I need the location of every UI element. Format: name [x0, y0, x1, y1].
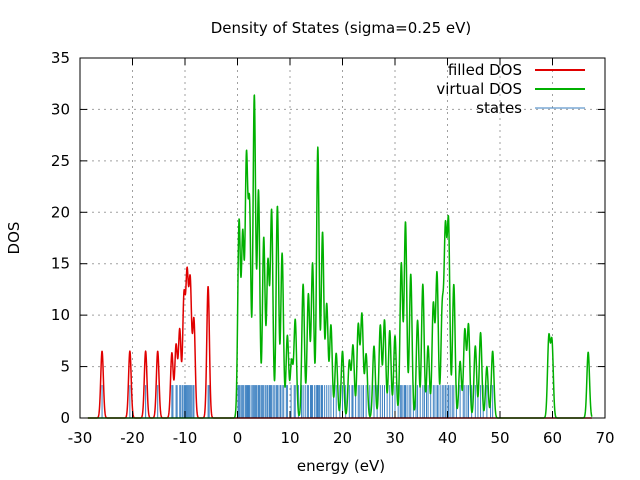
- chart-title: Density of States (sigma=0.25 eV): [211, 19, 472, 37]
- x-tick-label: -30: [68, 429, 93, 447]
- y-tick-label: 10: [51, 306, 70, 324]
- y-tick-label: 5: [60, 358, 70, 376]
- x-tick-label: -20: [120, 429, 145, 447]
- x-tick-label: 60: [543, 429, 562, 447]
- x-tick-label: 0: [233, 429, 243, 447]
- legend-label: states: [476, 99, 522, 117]
- y-tick-label: 0: [60, 409, 70, 427]
- y-tick-label: 25: [51, 152, 70, 170]
- x-tick-label: 50: [490, 429, 509, 447]
- y-tick-label: 20: [51, 203, 70, 221]
- legend-label: filled DOS: [448, 61, 522, 79]
- axis-ticks: -30 -20 -10 0 10 20 30 40 50 60 70 0 5 10 15 20 25 30 35: [51, 49, 615, 447]
- grid-lines: [80, 58, 605, 418]
- y-tick-label: 30: [51, 100, 70, 118]
- x-tick-label: 30: [385, 429, 404, 447]
- y-axis-label: DOS: [5, 222, 23, 255]
- x-tick-label: 20: [333, 429, 352, 447]
- x-tick-label: 10: [280, 429, 299, 447]
- legend-label: virtual DOS: [436, 80, 522, 98]
- virtual-dos-line: [87, 94, 593, 419]
- x-tick-label: -10: [173, 429, 198, 447]
- x-tick-label: 40: [438, 429, 457, 447]
- y-tick-label: 15: [51, 255, 70, 273]
- x-tick-label: 70: [595, 429, 614, 447]
- y-tick-label: 35: [51, 49, 70, 67]
- x-axis-label: energy (eV): [297, 457, 385, 475]
- plot-series: [87, 94, 593, 419]
